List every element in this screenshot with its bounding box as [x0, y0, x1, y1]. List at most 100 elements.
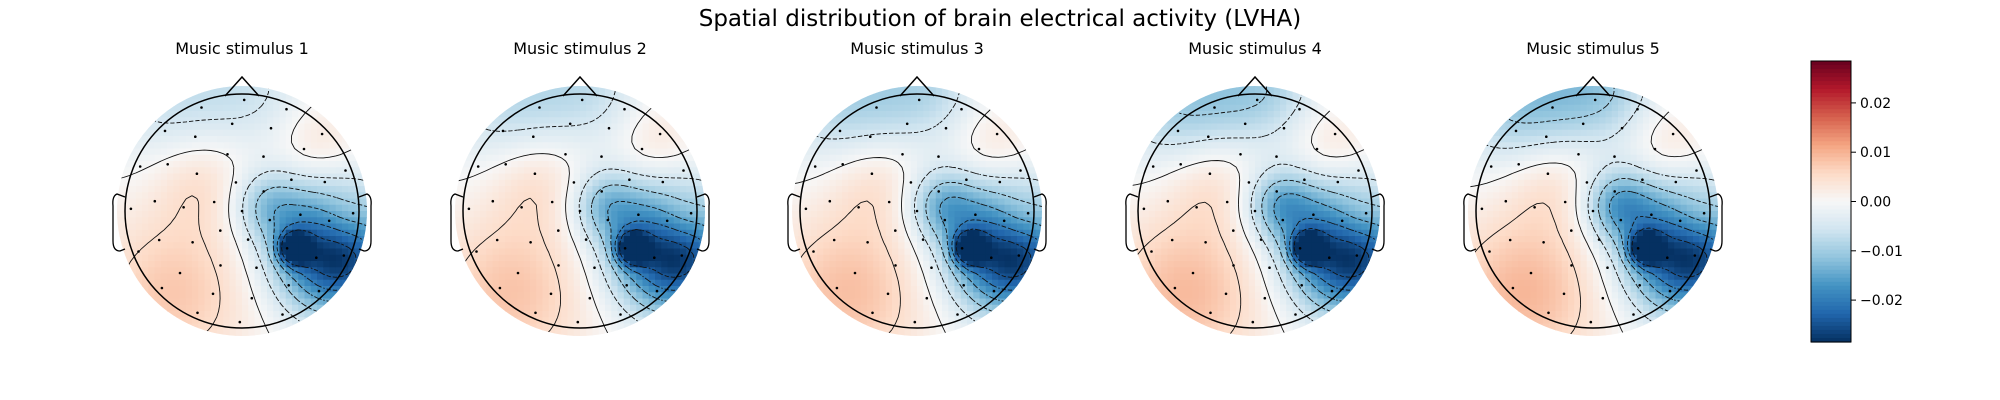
topomap-cell — [829, 198, 837, 206]
topomap-cell — [536, 286, 544, 293]
topomap-cell — [910, 98, 918, 106]
topomap-cell — [498, 167, 506, 175]
topomap-cell — [142, 292, 149, 300]
topomap-cell — [248, 142, 256, 150]
topomap-cell — [592, 279, 600, 287]
sensor-dot — [998, 180, 1002, 184]
topomap-cell — [954, 198, 962, 206]
topomap-cell — [480, 217, 487, 225]
topomap-cell — [929, 154, 937, 162]
sensor-dot — [1002, 219, 1006, 223]
topomap-cell — [661, 136, 669, 143]
topomap-cell — [580, 167, 587, 175]
topomap-cell — [505, 267, 512, 275]
topomap-cell — [960, 311, 968, 318]
topomap-cell — [1211, 273, 1219, 281]
topomap-cell — [260, 236, 268, 243]
topomap-cell — [854, 186, 862, 193]
topomap-cell — [867, 98, 874, 106]
topomap-cell — [267, 317, 274, 325]
topomap-cell — [167, 286, 174, 293]
topomap-cell — [480, 248, 487, 256]
topomap-cell — [642, 142, 650, 150]
topomap-cell — [873, 86, 881, 93]
topomap-cell — [580, 329, 587, 336]
topomap-cell — [248, 104, 256, 112]
topomap-cell — [323, 204, 331, 212]
topomap-cell — [304, 136, 312, 143]
topomap-cell — [480, 204, 487, 212]
topomap-cell — [798, 242, 806, 250]
topomap-cell — [310, 223, 318, 231]
topomap-cell — [248, 198, 256, 206]
topomap-cell — [142, 211, 149, 218]
topomap-cell — [1180, 311, 1187, 318]
topomap-cell — [817, 292, 824, 300]
topomap-cell — [505, 123, 512, 131]
topomap-cell — [573, 161, 581, 168]
topomap-cell — [698, 204, 705, 212]
topomap-cell — [354, 161, 362, 168]
topomap-cell — [248, 229, 256, 237]
topomap-cell — [1248, 111, 1256, 118]
topomap-cell — [867, 186, 874, 193]
topomap-cell — [123, 267, 131, 275]
topomap-cell — [592, 236, 600, 243]
topomap-cell — [985, 242, 993, 250]
topomap-cell — [1255, 279, 1262, 287]
topomap-cell — [129, 154, 137, 162]
topomap-cell — [185, 292, 193, 300]
topomap-cell — [192, 242, 199, 250]
topomap-cell — [1198, 186, 1206, 193]
topomap-cell — [1261, 129, 1269, 137]
topomap-cell — [979, 211, 987, 218]
topomap-cell — [873, 129, 881, 137]
topomap-cell — [923, 298, 931, 306]
topomap-cell — [992, 223, 999, 231]
topomap-cell — [248, 242, 256, 250]
topomap-cell — [567, 167, 575, 175]
topomap-cell — [586, 179, 594, 187]
topomap-cell — [917, 123, 924, 131]
topomap-cell — [292, 229, 299, 237]
topomap-cell — [630, 242, 637, 250]
topomap-cell — [605, 117, 612, 125]
topomap-cell — [1223, 192, 1231, 200]
topomap-cell — [523, 304, 531, 312]
topomap-cell — [548, 223, 556, 231]
topomap-cell — [254, 292, 262, 300]
topomap-cell — [204, 279, 212, 287]
topomap-cell — [1242, 298, 1250, 306]
topomap-cell — [235, 86, 243, 93]
contour-line — [607, 201, 705, 303]
topomap-cell — [173, 254, 181, 262]
topomap-cell — [192, 167, 199, 175]
topomap-cell — [573, 304, 581, 312]
sensor-dot — [937, 190, 940, 193]
topomap-cell — [204, 104, 212, 112]
topomap-cell — [605, 248, 612, 256]
topomap-cell — [817, 211, 824, 218]
topomap-cell — [235, 167, 243, 175]
topomap-cell — [279, 161, 287, 168]
topomap-cell — [511, 161, 519, 168]
topomap-cell — [885, 142, 893, 150]
topomap-cell — [555, 329, 562, 336]
topomap-cell — [242, 117, 249, 125]
topomap-cell — [686, 192, 694, 200]
topomap-cell — [342, 279, 349, 287]
topomap-cell — [648, 129, 656, 137]
sensor-dot — [658, 132, 662, 136]
topomap-cell — [979, 104, 987, 112]
topomap-cell — [842, 211, 849, 218]
topomap-cell — [1155, 211, 1162, 218]
topomap-cell — [580, 123, 587, 131]
topomap-cell — [173, 123, 181, 131]
topomap-cell — [1010, 123, 1018, 131]
topomap-cell — [636, 98, 644, 106]
sensor-dot — [835, 286, 839, 290]
topomap-cell — [1035, 236, 1042, 243]
topomap-cell — [310, 148, 318, 156]
topomap-cell — [473, 217, 481, 225]
topomap-cell — [542, 261, 550, 268]
